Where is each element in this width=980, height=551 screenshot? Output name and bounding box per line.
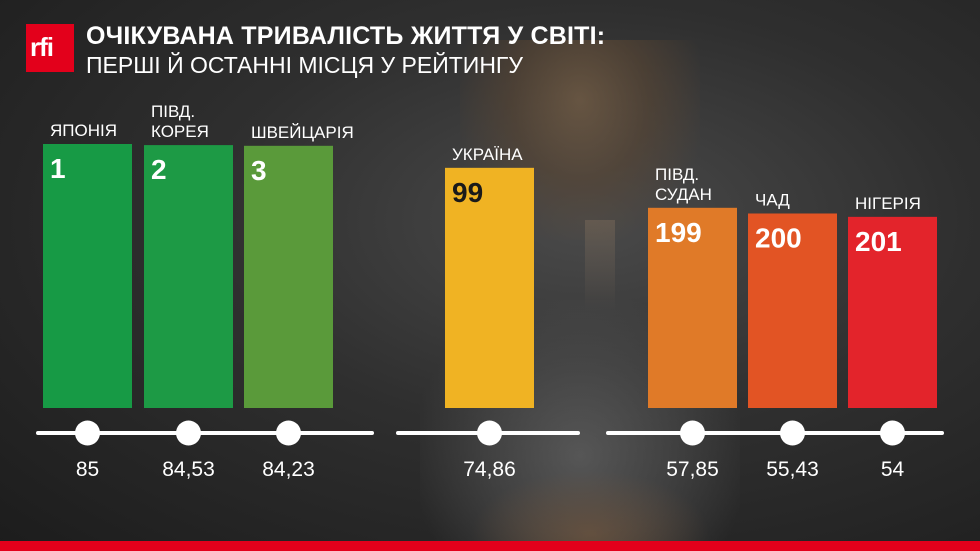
page-subtitle: ПЕРШІ Й ОСТАННІ МІСЦЯ У РЕЙТИНГУ	[86, 52, 523, 78]
bottom-accent-bar	[0, 541, 980, 551]
country-label: ШВЕЙЦАРІЯ	[251, 123, 354, 142]
country-label: ПІВД.	[151, 102, 195, 121]
rank-label: 99	[452, 177, 483, 208]
hourglass-neck-image	[585, 220, 615, 310]
rank-label: 1	[50, 153, 66, 184]
value-label: 84,23	[262, 458, 315, 481]
country-label: СУДАН	[655, 185, 712, 204]
axis-marker	[276, 420, 301, 446]
value-label: 55,43	[766, 458, 819, 481]
bar	[748, 213, 837, 408]
rank-label: 3	[251, 155, 267, 186]
bar	[648, 207, 737, 408]
value-label: 54	[881, 458, 905, 481]
rank-label: 199	[655, 217, 702, 248]
country-label: КОРЕЯ	[151, 122, 209, 141]
value-label: 57,85	[666, 458, 719, 481]
bar	[43, 144, 132, 408]
axis-marker	[477, 420, 502, 446]
country-label: НІГЕРІЯ	[855, 194, 921, 213]
bar	[144, 145, 233, 409]
country-label: ЯПОНІЯ	[50, 121, 117, 140]
logo-text: rfi	[30, 32, 54, 62]
value-label: 84,53	[162, 458, 215, 481]
rank-label: 2	[151, 154, 167, 185]
axis-marker	[680, 420, 705, 446]
page-title: ОЧІКУВАНА ТРИВАЛІСТЬ ЖИТТЯ У СВІТІ:	[86, 22, 606, 50]
axis-marker	[176, 420, 201, 446]
value-label: 85	[76, 458, 99, 481]
value-label: 74,86	[463, 458, 516, 481]
axis-marker	[880, 420, 905, 446]
bar	[848, 216, 937, 408]
axis-marker	[75, 420, 100, 446]
bar	[445, 167, 534, 408]
rank-label: 200	[755, 222, 802, 253]
bar	[244, 145, 333, 408]
axis-marker	[780, 420, 805, 446]
country-label: ЧАД	[755, 190, 790, 209]
country-label: УКРАЇНА	[452, 145, 523, 164]
hourglass-sand-image	[470, 470, 710, 550]
rank-label: 201	[855, 226, 902, 257]
country-label: ПІВД.	[655, 165, 699, 184]
rfi-logo: rfi	[26, 24, 74, 72]
